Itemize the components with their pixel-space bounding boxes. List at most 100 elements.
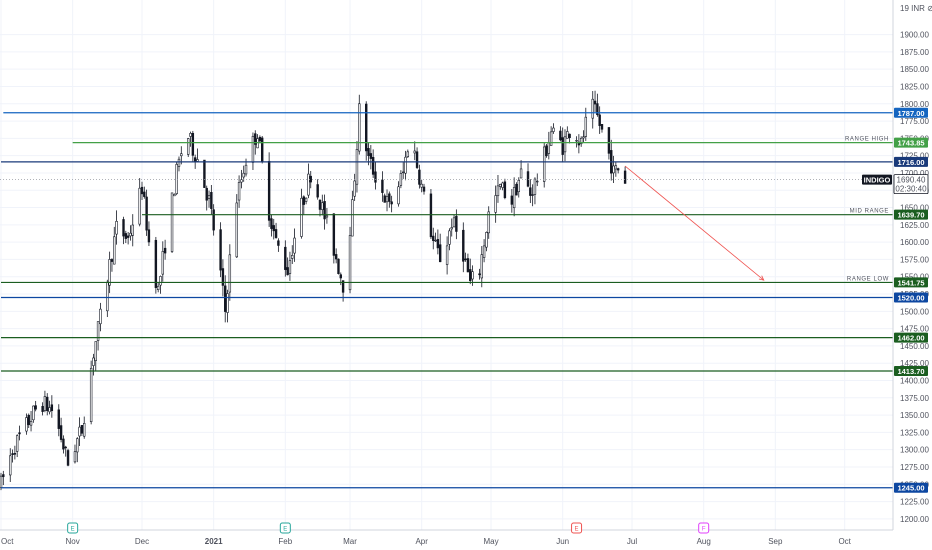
candle-down: [374, 171, 377, 183]
candle-down: [422, 186, 426, 192]
candle-up: [180, 153, 183, 157]
candle-up: [499, 184, 502, 187]
candle-up: [170, 192, 174, 252]
projection-arrowhead: [758, 275, 765, 281]
candle-down: [277, 240, 280, 246]
y-tick-label: 1725.00: [900, 152, 929, 161]
event-letter: E: [283, 527, 287, 533]
candle-down: [50, 404, 54, 412]
candle-up: [591, 98, 594, 119]
candle-down: [309, 175, 312, 183]
candle-up: [9, 455, 12, 476]
level-price-text: 1413.70: [897, 367, 924, 376]
candle-down: [145, 196, 148, 231]
candle-up: [385, 196, 389, 203]
candle-down: [367, 148, 370, 156]
candle-down: [600, 124, 604, 130]
candle-up: [496, 185, 500, 197]
candle-up: [32, 405, 35, 421]
candle-up: [485, 232, 488, 248]
candle-down: [365, 103, 368, 152]
candle-down: [193, 157, 197, 163]
price-axis-background: [893, 0, 932, 550]
candle-down: [224, 285, 227, 312]
candle-up: [251, 135, 255, 163]
candle-down: [163, 247, 167, 254]
time-axis-background: [0, 530, 932, 550]
candle-down: [478, 273, 481, 276]
candle-down: [64, 446, 67, 449]
countdown-text: 02:30:40: [895, 185, 927, 194]
candle-down: [18, 432, 21, 435]
candle-down: [429, 193, 433, 238]
y-tick-label: 1375.00: [900, 394, 929, 403]
y-tick-label: 1575.00: [900, 255, 929, 264]
candle-up: [207, 195, 211, 199]
y-tick-label: 1350.00: [900, 411, 929, 420]
candle-down: [559, 130, 562, 141]
candle-up: [533, 178, 537, 195]
candle-down: [254, 133, 257, 145]
candle-up: [404, 156, 407, 174]
candle-down: [388, 193, 391, 202]
candle-up: [420, 183, 423, 188]
projection-line: [624, 165, 765, 281]
candle-up: [228, 254, 232, 293]
candle-up: [494, 195, 497, 213]
level-price-text: 1462.00: [897, 334, 924, 343]
x-tick-label: Feb: [278, 537, 292, 546]
candle-down: [27, 414, 30, 425]
candle-up: [175, 164, 178, 194]
candle-down: [274, 229, 278, 238]
candle-up: [471, 271, 474, 280]
candle-down: [390, 201, 393, 205]
candle-up: [73, 451, 77, 463]
last-price-text: 1690.40: [897, 176, 926, 185]
candle-up: [96, 321, 100, 341]
candle-up: [240, 179, 243, 183]
candle-up: [293, 237, 296, 254]
candle-down: [598, 114, 601, 126]
x-tick-label: Oct: [838, 537, 851, 546]
candle-up: [512, 187, 516, 209]
candle-down: [568, 133, 571, 138]
candle-up: [549, 131, 553, 146]
candle-up: [321, 202, 324, 210]
level-price-label: [894, 482, 928, 493]
candle-down: [515, 183, 518, 196]
candle-down: [616, 168, 620, 171]
projection: [624, 165, 765, 281]
y-tick-label: 1650.00: [900, 204, 929, 213]
grid: [0, 0, 893, 537]
candle-up: [106, 281, 109, 312]
candle-down: [284, 246, 287, 270]
candle-up: [566, 131, 569, 139]
candle-down: [415, 151, 419, 168]
y-tick-label: 1775.00: [900, 117, 929, 126]
candle-up: [78, 426, 81, 437]
x-tick-label: Apr: [415, 537, 428, 546]
candle-down: [418, 169, 421, 185]
candle-up: [487, 211, 490, 234]
candle-up: [76, 438, 79, 453]
candle-up: [579, 137, 583, 145]
candle-up: [256, 138, 259, 149]
candle-up: [582, 136, 585, 139]
candle-up: [452, 217, 456, 228]
event-letter: E: [71, 527, 75, 533]
candle-up: [450, 227, 453, 230]
candles: [0, 90, 627, 491]
level-price-text: 1245.00: [897, 484, 924, 493]
symbol-tag: [862, 174, 892, 185]
candle-down: [140, 186, 144, 195]
candle-up: [482, 245, 486, 258]
time-axis[interactable]: Oct Nov Dec 2021 Feb Mar Apr May Jun Jul Aug Sep Oct: [1, 537, 852, 546]
candle-up: [92, 357, 95, 366]
candle-up: [434, 239, 437, 242]
y-tick-label: 1500.00: [900, 307, 929, 316]
candle-down: [154, 239, 158, 288]
candle-up: [517, 180, 520, 193]
y-tick-label: 1225.00: [900, 498, 929, 507]
